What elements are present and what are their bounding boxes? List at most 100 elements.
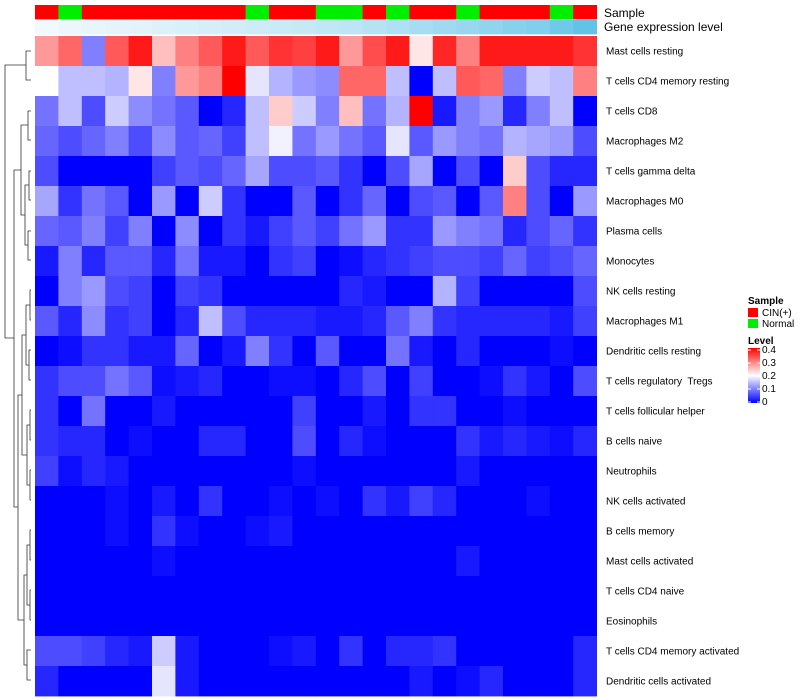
heatmap-cell	[339, 456, 363, 487]
heatmap-cell	[362, 336, 387, 367]
heatmap-cell	[152, 666, 176, 697]
heatmap-cell	[58, 576, 83, 607]
heatmap-cell	[198, 156, 223, 187]
heatmap-cell	[175, 366, 200, 397]
sample-legend: Sample CIN(+) Normal	[748, 296, 794, 330]
heatmap-cell	[479, 426, 504, 457]
heatmap-cell	[222, 306, 246, 337]
legend-label-cin: CIN(+)	[762, 308, 792, 319]
heatmap-cell	[432, 306, 457, 337]
heatmap-cell	[245, 576, 270, 607]
heatmap-cell	[128, 576, 153, 607]
heatmap-cell	[503, 66, 527, 97]
heatmap-cell	[81, 66, 106, 97]
expression-cell	[409, 20, 434, 35]
heatmap-cell	[503, 36, 527, 67]
heatmap-cell	[81, 516, 106, 547]
expression-cell	[245, 20, 270, 35]
heatmap-cell	[245, 426, 270, 457]
row-label: Monocytes	[606, 257, 654, 268]
heatmap-cell	[81, 636, 106, 667]
heatmap-cell	[175, 126, 200, 157]
heatmap-cell	[292, 426, 317, 457]
heatmap-cell	[503, 306, 527, 337]
heatmap-cell	[58, 36, 83, 67]
heatmap-cell	[362, 36, 387, 67]
heatmap-cell	[35, 216, 59, 247]
heatmap-cell	[128, 636, 153, 667]
heatmap-cell	[456, 66, 480, 97]
heatmap-cell	[409, 246, 434, 277]
heatmap-cell	[105, 486, 129, 517]
heatmap-cell	[386, 96, 410, 127]
sample-cell	[549, 5, 574, 20]
heatmap-cell	[409, 366, 434, 397]
sample-cell	[292, 5, 317, 20]
heatmap-cell	[245, 456, 270, 487]
heatmap-cell	[175, 666, 200, 697]
heatmap-cell	[198, 636, 223, 667]
row-label: B cells memory	[606, 527, 674, 538]
row-label: T cells CD4 memory resting	[606, 77, 729, 88]
heatmap-cell	[315, 246, 340, 277]
level-tick-0-4: 0.4	[762, 345, 776, 356]
heatmap-cell	[549, 516, 574, 547]
heatmap-cell	[526, 156, 551, 187]
heatmap-cell	[409, 276, 434, 307]
heatmap-cell	[503, 546, 527, 577]
heatmap-cell	[386, 546, 410, 577]
heatmap-cell	[549, 246, 574, 277]
heatmap-cell	[386, 366, 410, 397]
heatmap-cell	[456, 126, 480, 157]
sample-annotation-track	[35, 5, 597, 20]
heatmap-cell	[479, 246, 504, 277]
heatmap-cell	[409, 216, 434, 247]
heatmap-cell	[35, 636, 59, 667]
heatmap-cell	[315, 666, 340, 697]
heatmap-cell	[386, 156, 410, 187]
heatmap-cell	[526, 96, 551, 127]
legend-swatch-normal	[748, 319, 758, 328]
heatmap-cell	[128, 516, 153, 547]
heatmap-cell	[315, 576, 340, 607]
heatmap-cell	[386, 396, 410, 427]
heatmap-cell	[409, 96, 434, 127]
heatmap-cell	[339, 666, 363, 697]
heatmap-cell	[222, 216, 246, 247]
heatmap-cell	[386, 216, 410, 247]
heatmap-cell	[198, 576, 223, 607]
expression-cell	[222, 20, 246, 35]
heatmap-cell	[198, 606, 223, 637]
heatmap-cell	[432, 126, 457, 157]
heatmap-cell	[81, 546, 106, 577]
heatmap-cell	[503, 636, 527, 667]
heatmap-cell	[152, 96, 176, 127]
heatmap-cell	[222, 336, 246, 367]
heatmap-cell	[339, 636, 363, 667]
heatmap-cell	[269, 576, 293, 607]
heatmap-cell	[573, 156, 597, 187]
heatmap-cell	[386, 576, 410, 607]
heatmap-cell	[175, 336, 200, 367]
heatmap-cell	[152, 456, 176, 487]
sample-cell	[526, 5, 551, 20]
heatmap-cell	[245, 636, 270, 667]
heatmap-cell	[222, 186, 246, 217]
heatmap-cell	[432, 426, 457, 457]
heatmap-cell	[456, 666, 480, 697]
heatmap-cell	[152, 366, 176, 397]
heatmap-cell	[432, 96, 457, 127]
heatmap-cell	[503, 666, 527, 697]
heatmap-cell	[35, 276, 59, 307]
heatmap-cell	[549, 486, 574, 517]
heatmap-cell	[362, 606, 387, 637]
heatmap-cell	[245, 516, 270, 547]
heatmap-cell	[222, 66, 246, 97]
heatmap-cell	[339, 426, 363, 457]
heatmap-cell	[128, 666, 153, 697]
heatmap-cell	[269, 246, 293, 277]
heatmap-cell	[81, 246, 106, 277]
heatmap-cell	[58, 156, 83, 187]
heatmap-cell	[269, 186, 293, 217]
heatmap-cell	[105, 186, 129, 217]
